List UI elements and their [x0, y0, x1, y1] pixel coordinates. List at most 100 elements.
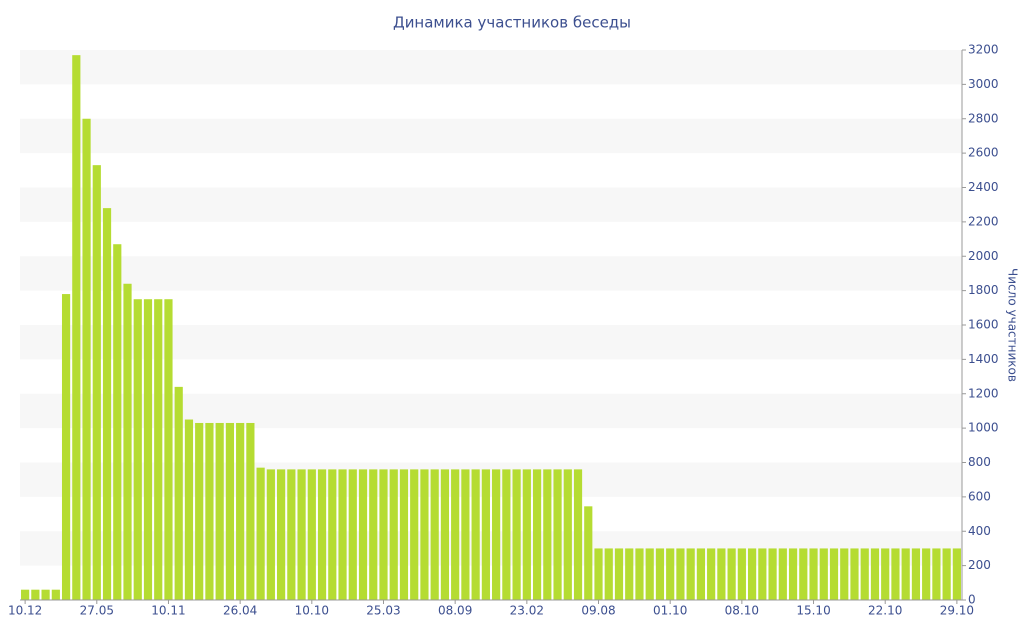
bar: [952, 548, 961, 600]
bar: [21, 589, 30, 600]
bar: [686, 548, 695, 600]
bar: [748, 548, 757, 600]
bar: [932, 548, 941, 600]
bar: [287, 469, 296, 600]
bar: [717, 548, 726, 600]
y-tick-label: 1600: [968, 318, 999, 332]
y-tick-label: 400: [968, 524, 991, 538]
bar: [72, 55, 81, 600]
bar: [676, 548, 685, 600]
bar: [143, 299, 153, 600]
bar: [655, 548, 665, 600]
bar: [573, 469, 583, 600]
bar: [635, 548, 644, 600]
bar: [522, 469, 531, 600]
y-tick-label: 200: [968, 558, 991, 572]
y-tick-label: 1200: [968, 386, 999, 400]
grid-band: [20, 50, 962, 85]
bar: [82, 118, 91, 600]
bar: [266, 469, 275, 600]
bar: [317, 469, 327, 600]
y-tick-label: 3000: [968, 77, 999, 91]
bar: [461, 469, 470, 600]
x-tick-label: 01.10: [653, 604, 687, 618]
x-tick-label: 10.10: [295, 604, 329, 618]
bar: [277, 469, 286, 600]
bar: [307, 469, 316, 600]
y-tick-label: 2600: [968, 146, 999, 160]
bar: [31, 589, 40, 600]
y-tick-label: 3200: [968, 43, 999, 57]
grid-band: [20, 256, 962, 291]
bar: [870, 548, 880, 600]
x-tick-label: 08.10: [725, 604, 759, 618]
grid-band: [20, 118, 962, 154]
bar: [707, 548, 716, 600]
bar: [184, 419, 194, 600]
bar: [113, 244, 122, 600]
bar: [133, 299, 142, 600]
x-tick-label: 25.03: [366, 604, 400, 618]
bar: [645, 548, 654, 600]
bar: [102, 208, 112, 600]
bar: [594, 548, 603, 600]
bar: [604, 548, 613, 600]
bar: [768, 548, 777, 600]
bar: [737, 548, 746, 600]
bar: [492, 469, 501, 600]
bar: [205, 422, 214, 600]
bar: [788, 548, 798, 600]
bar: [850, 548, 859, 600]
y-tick-label: 1800: [968, 283, 999, 297]
x-tick-label: 22.10: [868, 604, 902, 618]
bar: [901, 548, 910, 600]
chart-title: Динамика участников беседы: [393, 14, 631, 32]
bar: [440, 469, 450, 600]
x-tick-label: 10.12: [8, 604, 42, 618]
bar: [369, 469, 378, 600]
bar: [512, 469, 521, 600]
bar: [471, 469, 480, 600]
bar: [328, 469, 337, 600]
bar: [236, 422, 245, 600]
bar: [389, 469, 398, 600]
bar: [502, 469, 511, 600]
bar: [758, 548, 767, 600]
bar: [829, 548, 839, 600]
bar: [584, 506, 593, 600]
bar: [154, 299, 163, 600]
y-tick-label: 1400: [968, 352, 999, 366]
bar: [696, 548, 705, 600]
bar: [881, 548, 890, 600]
bar: [532, 469, 542, 600]
bar: [215, 422, 224, 600]
bar: [911, 548, 921, 600]
x-tick-label: 08.09: [438, 604, 472, 618]
bar: [225, 422, 234, 600]
bar: [563, 469, 572, 600]
bar: [358, 469, 368, 600]
bar: [420, 469, 429, 600]
x-tick-label: 09.08: [581, 604, 615, 618]
y-tick-label: 1000: [968, 421, 999, 435]
bar: [840, 548, 849, 600]
bar: [123, 283, 132, 600]
y-tick-label: 0: [968, 593, 976, 607]
bar: [174, 386, 183, 600]
bar: [891, 548, 900, 600]
bar: [430, 469, 439, 600]
bar: [451, 469, 460, 600]
bar: [164, 299, 173, 600]
x-tick-label: 29.10: [940, 604, 974, 618]
grid-band: [20, 325, 962, 360]
bar: [410, 469, 419, 600]
y-tick-label: 2200: [968, 214, 999, 228]
bar: [819, 548, 828, 600]
x-tick-label: 26.04: [223, 604, 257, 618]
bar: [61, 294, 71, 600]
bar: [338, 469, 347, 600]
x-tick-label: 23.02: [510, 604, 544, 618]
bar: [256, 467, 265, 600]
x-tick-label: 10.11: [151, 604, 185, 618]
